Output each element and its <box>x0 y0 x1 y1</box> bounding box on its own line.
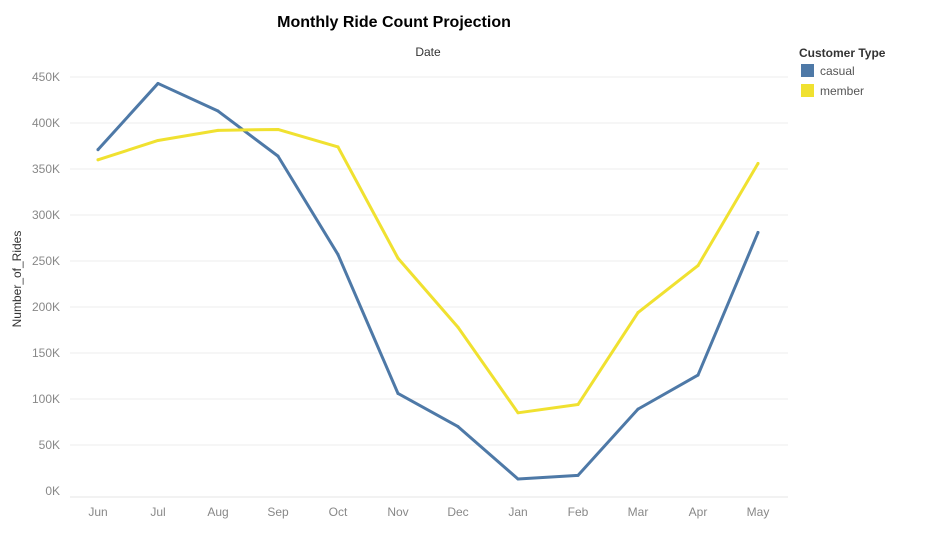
x-tick-label: Apr <box>689 505 708 519</box>
y-tick-label: 250K <box>32 254 60 268</box>
data-point-member <box>156 138 160 142</box>
data-point-member <box>636 311 640 315</box>
data-point-member <box>336 145 340 149</box>
x-tick-label: Feb <box>568 505 589 519</box>
chart-title: Monthly Ride Count Projection <box>277 14 511 31</box>
data-point-member <box>396 256 400 260</box>
data-point-casual <box>276 154 280 158</box>
data-point-casual <box>216 109 220 113</box>
x-axis-ticks: Jun Jul Aug Sep Oct Nov Dec Jan Feb Mar Apr May <box>88 505 769 519</box>
data-point-casual <box>696 373 700 377</box>
data-point-casual <box>456 425 460 429</box>
data-point-casual <box>156 81 160 85</box>
legend-label-member: member <box>820 84 864 98</box>
data-point-member <box>216 128 220 132</box>
x-tick-label: Sep <box>267 505 289 519</box>
legend-swatch-casual <box>801 64 814 77</box>
y-tick-label: 150K <box>32 346 60 360</box>
y-tick-label: 400K <box>32 116 60 130</box>
y-tick-label: 200K <box>32 300 60 314</box>
y-axis-ticks: 0K 50K 100K 150K 200K 250K 300K 350K 400K 450K <box>32 70 60 498</box>
data-point-casual <box>336 253 340 257</box>
series-line-member <box>96 127 760 415</box>
x-axis-title: Date <box>415 45 441 59</box>
data-point-member <box>276 127 280 131</box>
x-tick-label: Jan <box>508 505 527 519</box>
data-point-casual <box>756 230 760 234</box>
data-point-casual <box>576 473 580 477</box>
legend[interactable]: Customer Type casual member <box>799 46 886 98</box>
data-point-casual <box>396 391 400 395</box>
grid <box>70 76 788 498</box>
series-lines <box>96 81 760 481</box>
x-tick-label: Dec <box>447 505 468 519</box>
data-point-casual <box>636 407 640 411</box>
y-tick-label: 450K <box>32 70 60 84</box>
x-tick-label: May <box>747 505 770 519</box>
x-tick-label: Jun <box>88 505 107 519</box>
data-point-member <box>516 411 520 415</box>
y-tick-label: 50K <box>39 438 60 452</box>
data-point-member <box>456 325 460 329</box>
legend-title: Customer Type <box>799 46 886 60</box>
x-tick-label: Aug <box>207 505 228 519</box>
data-point-casual <box>516 477 520 481</box>
x-tick-label: Nov <box>387 505 408 519</box>
data-point-member <box>696 264 700 268</box>
series-line-casual <box>96 81 760 481</box>
legend-label-casual: casual <box>820 64 855 78</box>
y-tick-label: 350K <box>32 162 60 176</box>
data-point-member <box>756 161 760 165</box>
y-tick-label: 100K <box>32 392 60 406</box>
data-point-member <box>96 158 100 162</box>
data-point-casual <box>96 148 100 152</box>
legend-swatch-member <box>801 84 814 97</box>
data-point-member <box>576 403 580 407</box>
y-axis-title: Number_of_Rides <box>10 231 24 328</box>
y-tick-label: 0K <box>45 484 60 498</box>
x-tick-label: Oct <box>329 505 348 519</box>
x-tick-label: Mar <box>628 505 649 519</box>
x-tick-label: Jul <box>150 505 165 519</box>
y-tick-label: 300K <box>32 208 60 222</box>
